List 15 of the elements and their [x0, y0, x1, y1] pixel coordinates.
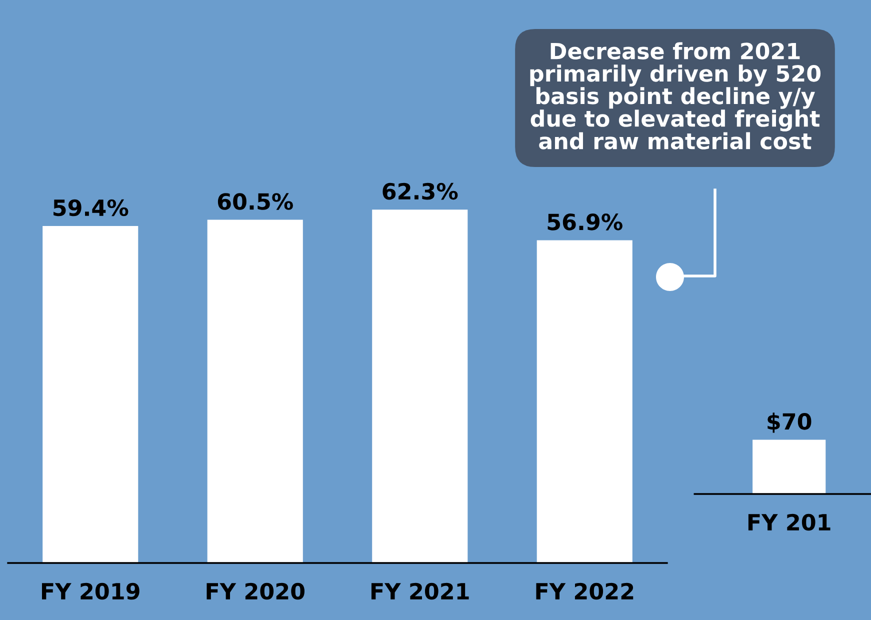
x-tick-label: FY 2021 — [371, 582, 469, 600]
data-label: 56.9% — [548, 214, 622, 230]
x-tick-label: FY 2020 — [206, 582, 304, 600]
data-label: $70 — [768, 412, 812, 433]
bar — [372, 210, 468, 563]
x-tick-label: FY 2022 — [536, 582, 634, 600]
x-tick-label: FY 201 — [748, 514, 830, 531]
bar — [207, 220, 303, 563]
x-tick-label: FY 2019 — [42, 582, 140, 600]
text: Decrease from 2021 primarily driven by 520 basis point decline y/y due to elevated freight and raw material cost — [530, 42, 821, 150]
bar — [536, 240, 632, 563]
data-label: 62.3% — [382, 182, 458, 200]
data-label: 59.4% — [54, 199, 128, 216]
data-label: 60.5% — [218, 193, 293, 210]
bar — [42, 226, 138, 563]
